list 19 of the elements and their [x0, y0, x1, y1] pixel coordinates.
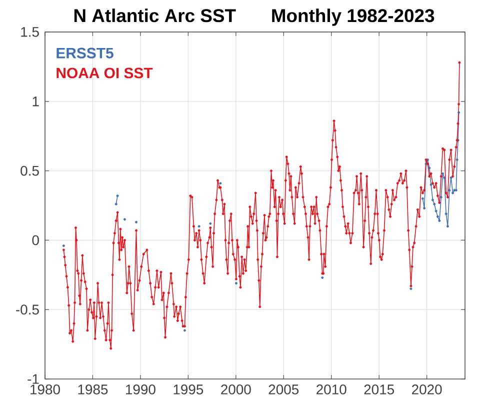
x-tick-label: 2015 — [364, 384, 394, 394]
y-tick-label: 1.5 — [21, 27, 39, 37]
x-tick-label: 2020 — [412, 384, 442, 394]
y-tick-label: -1 — [28, 374, 39, 384]
x-tick-label: 2000 — [221, 384, 251, 394]
chart-subtitle: Monthly 1982-2023 — [272, 8, 434, 26]
x-tick-label: 1995 — [174, 384, 204, 394]
y-tick-label: -0.5 — [16, 304, 39, 315]
x-tick-label: 2005 — [268, 384, 299, 394]
text: NOAA OI SST — [56, 68, 153, 78]
x-tick-label: 1985 — [78, 384, 108, 394]
x-tick-label: 1980 — [30, 384, 60, 394]
text: ERSST5 — [56, 48, 114, 58]
x-tick-label: 1990 — [126, 384, 156, 394]
x-tick-label: 2010 — [316, 384, 346, 394]
chart-title: N Atlantic Arc SST — [74, 8, 236, 22]
y-tick-label: 1 — [32, 96, 39, 106]
y-tick-label: 0.5 — [20, 166, 39, 176]
y-tick-label: 0 — [32, 235, 39, 246]
